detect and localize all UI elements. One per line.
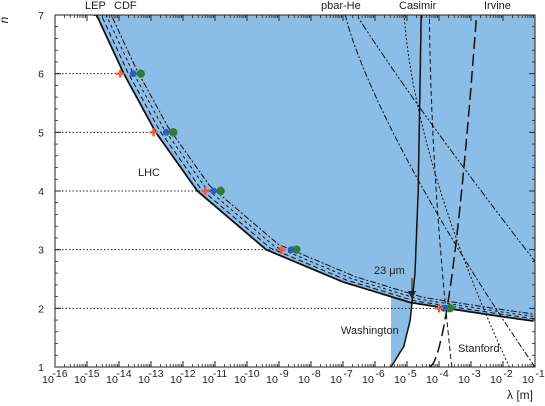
point-green: [169, 128, 178, 137]
x-tick-label: 10: [458, 374, 470, 386]
pbar-he-curve: [344, 15, 535, 367]
x-tick-exponent: -10: [244, 368, 259, 380]
y-tick-label: 3: [38, 245, 44, 257]
point-blue: [129, 70, 137, 78]
y-tick-label: 5: [38, 127, 44, 139]
boundary-curve: [93, 15, 534, 322]
washington-label: Washington: [341, 325, 399, 337]
top-label-casimir: Casimir: [399, 0, 437, 12]
stanford-curve: [428, 15, 478, 367]
excluded-region: [96, 15, 535, 367]
x-tick-exponent: -15: [84, 368, 99, 380]
x-tick-exponent: -9: [279, 368, 288, 380]
y-tick-labels: 1 2 3 4 5 6 7: [38, 10, 44, 374]
x-tick-label: 10: [74, 374, 86, 386]
top-label-pbar-he: pbar-He: [321, 0, 361, 12]
x-tick-label: 10: [42, 374, 54, 386]
x-tick-label: 10: [106, 374, 118, 386]
point-blue: [210, 187, 217, 195]
point-green: [136, 69, 145, 78]
point-red: [277, 245, 286, 254]
x-tick-label: 10: [234, 374, 246, 386]
point-green: [445, 304, 455, 313]
x-tick-exponent: -14: [116, 368, 131, 380]
x-tick-label: 10: [138, 374, 150, 386]
point-blue: [162, 128, 170, 136]
arrow-label: 23 μm: [374, 265, 405, 277]
point-blue: [287, 246, 295, 254]
washington-curve: [390, 15, 422, 367]
data-points: [116, 69, 455, 313]
x-tick-labels: 10-16 10-15 10-14 10-13 10-12 10-11 10-10 10 -9 1…: [42, 368, 545, 386]
x-tick-exponent: -5: [407, 368, 416, 380]
x-tick-exponent: -12: [180, 368, 195, 380]
x-tick-label: 10: [426, 374, 438, 386]
x-tick-label: 10: [266, 374, 278, 386]
point-red: [435, 304, 443, 313]
point-red: [116, 69, 125, 78]
axis-ticks: [54, 15, 536, 368]
top-label-cdf: CDF: [114, 0, 137, 12]
point-red: [201, 187, 210, 195]
x-tick-label: 10: [330, 374, 342, 386]
x-tick-exponent: -1: [535, 368, 544, 380]
x-tick-exponent: -4: [439, 368, 448, 380]
stanford-label: Stanford: [458, 343, 500, 355]
lhc-label: LHC: [138, 167, 160, 179]
dotted-curve: [403, 15, 510, 367]
x-tick-exponent: -8: [311, 368, 320, 380]
x-tick-exponent: -16: [52, 368, 67, 380]
y-tick-label: 1: [38, 362, 44, 374]
point-green: [292, 245, 301, 254]
x-tick-exponent: -7: [343, 368, 352, 380]
y-tick-label: 4: [38, 186, 44, 198]
x-tick-label: 10: [394, 374, 406, 386]
x-tick-label: 10: [490, 374, 502, 386]
x-tick-label: 10: [298, 374, 310, 386]
x-tick-label: 10: [202, 374, 214, 386]
x-tick-exponent: -2: [503, 368, 512, 380]
guide-lines: [55, 73, 439, 309]
x-tick-label: 10: [522, 374, 534, 386]
point-green: [216, 186, 225, 196]
top-label-lep: LEP: [85, 0, 106, 12]
boundary-curve-dashdot: [110, 15, 535, 315]
point-blue: [440, 304, 448, 312]
x-tick-label: 10: [170, 374, 182, 386]
y-tick-label: 7: [38, 10, 44, 22]
x-tick-exponent: -3: [471, 368, 480, 380]
x-tick-exponent: -13: [148, 368, 163, 380]
top-label-irvine: Irvine: [484, 0, 511, 12]
y-tick-label: 2: [38, 303, 44, 315]
y-axis-label: n: [0, 16, 11, 23]
annotation-arrowhead: [408, 291, 416, 299]
x-axis-label: λ [m]: [507, 388, 533, 402]
y-tick-label: 6: [38, 69, 44, 81]
x-tick-exponent: -6: [375, 368, 384, 380]
x-tick-label: 10: [362, 374, 374, 386]
point-red: [149, 128, 158, 137]
boundary-curve-dashed-1: [100, 15, 535, 320]
boundary-curve-dashed-2: [105, 15, 535, 318]
irvine-curve: [356, 15, 535, 263]
x-tick-exponent: -11: [213, 368, 228, 380]
constraint-curves: [93, 15, 535, 367]
